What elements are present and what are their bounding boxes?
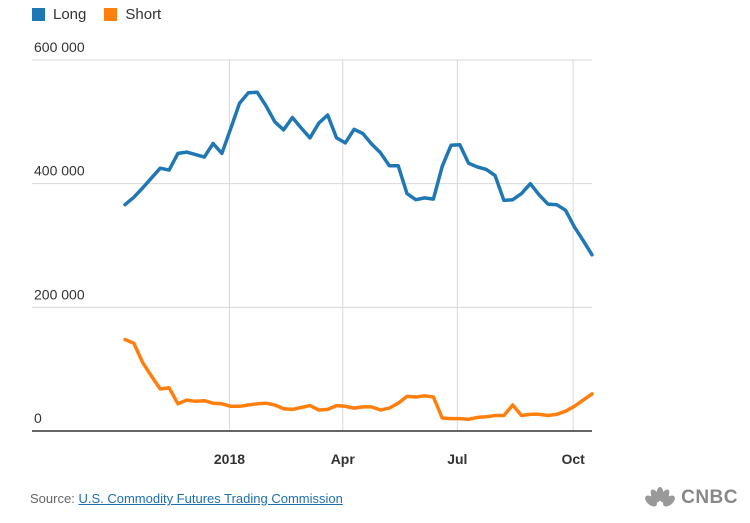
legend-swatch-long	[32, 8, 45, 21]
series-line-long	[123, 90, 594, 257]
x-gridlines	[228, 60, 574, 431]
y-axis-labels: 0 200 000 400 000 600 000	[34, 39, 85, 426]
cnbc-logo: CNBC	[643, 487, 738, 509]
legend-item-long[interactable]: Long	[32, 6, 86, 23]
legend-label-short: Short	[125, 6, 162, 23]
x-tick-label: Oct	[561, 451, 585, 467]
x-tick-label: Apr	[331, 451, 356, 467]
y-tick-label: 200 000	[34, 286, 85, 302]
x-tick-label: Jul	[447, 451, 467, 467]
source-note: Source: U.S. Commodity Futures Trading C…	[30, 491, 343, 506]
peacock-icon	[645, 487, 676, 507]
series-lines	[123, 90, 594, 422]
x-axis-labels: 2018 Apr Jul Oct	[214, 451, 585, 467]
legend: Long Short	[32, 6, 161, 23]
x-tick-label: 2018	[214, 451, 245, 467]
y-gridlines	[32, 59, 592, 308]
source-prefix: Source:	[30, 491, 75, 506]
legend-item-short[interactable]: Short	[104, 6, 161, 23]
source-link[interactable]: U.S. Commodity Futures Trading Commissio…	[78, 491, 343, 506]
legend-swatch-short	[104, 8, 118, 21]
series-line-short	[123, 337, 594, 422]
brand-text: CNBC	[681, 487, 738, 508]
y-tick-label: 600 000	[34, 39, 85, 55]
y-tick-label: 400 000	[34, 163, 85, 179]
line-chart: 0 200 000 400 000 600 000 2018 Apr Jul Oct	[32, 39, 594, 467]
y-tick-label: 0	[34, 410, 42, 426]
legend-label-long: Long	[53, 6, 87, 23]
